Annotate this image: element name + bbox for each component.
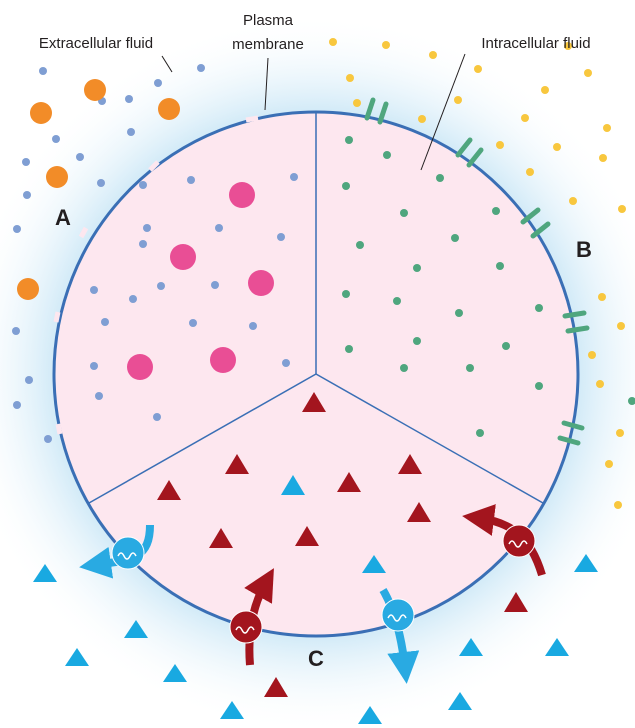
intracellular-blue-dots (90, 173, 298, 421)
intracellular-green-dots (342, 136, 543, 437)
intracellular-red-triangles (157, 392, 431, 548)
leader-lines (161, 53, 466, 171)
leader-plasma-membrane (264, 57, 269, 111)
label-intracellular-fluid: Intracellular fluid (481, 35, 590, 52)
leader-extracellular (161, 55, 173, 73)
extracellular-yellow-dots (329, 38, 626, 509)
membrane-pore-icon (53, 115, 259, 435)
extracellular-blue-dots (12, 64, 205, 443)
label-extracellular-fluid: Extracellular fluid (39, 35, 153, 52)
carrier-protein-icon (79, 504, 546, 684)
extracellular-cyan-triangles (33, 554, 598, 724)
leader-intracellular (420, 53, 466, 171)
plasma-membrane (52, 110, 580, 638)
intracellular-cyan-triangle (281, 475, 305, 495)
label-sector-c: C (308, 646, 324, 671)
sector-dividers (88, 112, 544, 504)
divider-left (88, 373, 317, 504)
extracellular-orange-particles (17, 79, 180, 300)
extracellular-green-dot (628, 397, 635, 405)
label-sector-b: B (576, 237, 592, 262)
label-membrane: membrane (232, 36, 304, 53)
label-plasma: Plasma (243, 12, 294, 29)
label-sector-a: A (55, 205, 71, 230)
membrane-channel-icon (364, 97, 590, 446)
extracellular-red-triangles (264, 592, 528, 697)
intracellular-magenta-particles (127, 182, 274, 380)
divider-right (315, 373, 544, 504)
